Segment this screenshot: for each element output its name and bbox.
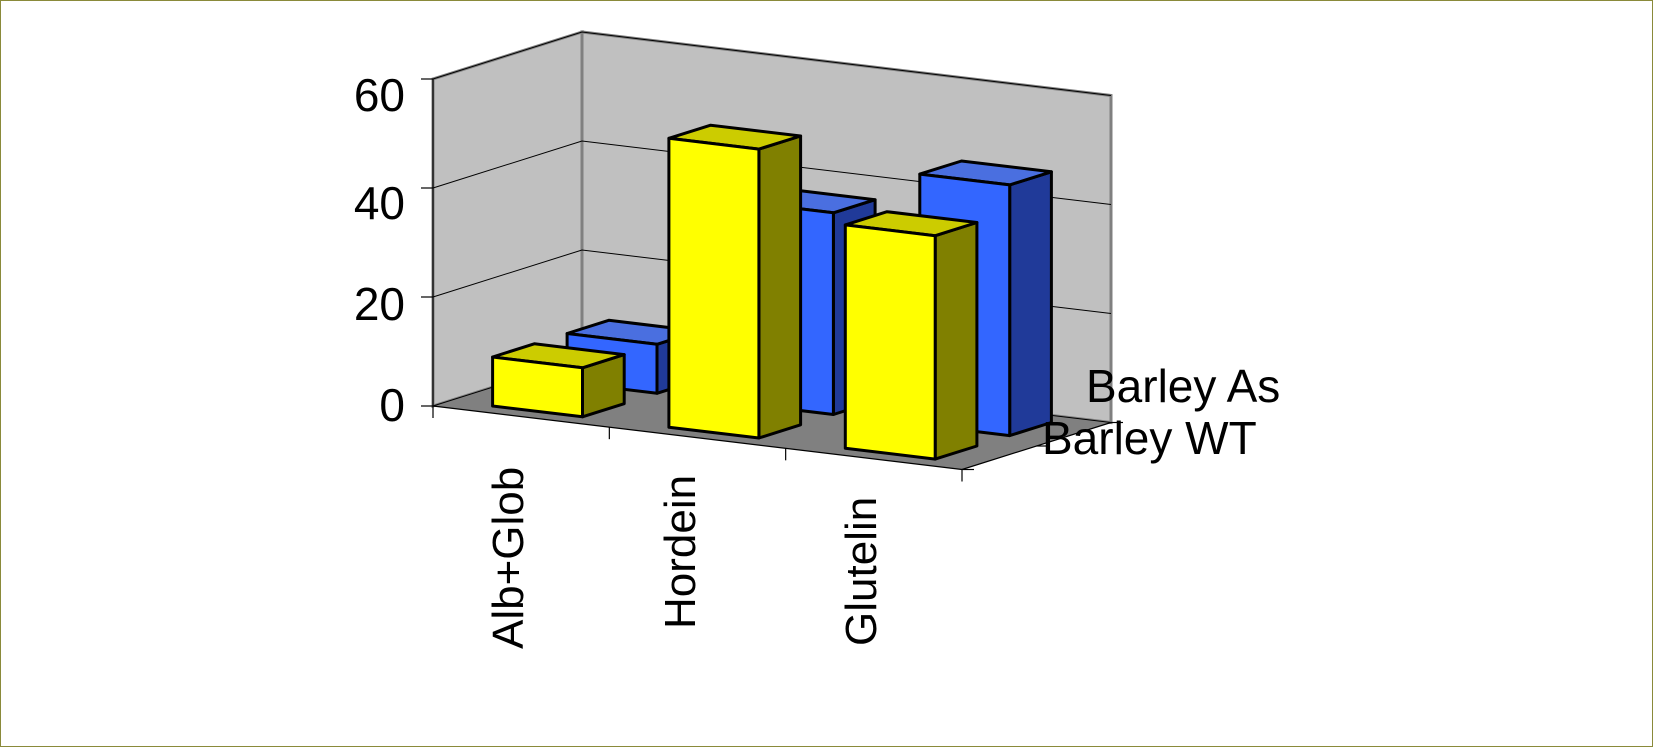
category-label-glutelin: Glutelin <box>837 497 886 646</box>
labels: 0 20 40 60 Alb+Glob Hordein Glutelin Bar… <box>354 69 1280 649</box>
bar-front <box>491 355 584 419</box>
bar-barley-wt-hordein <box>667 123 803 440</box>
y-tick-label-60: 60 <box>354 69 405 121</box>
category-label-alb-glob: Alb+Glob <box>484 467 533 649</box>
series-label-barley-as: Barley As <box>1086 360 1280 412</box>
gridline-60 <box>432 31 1112 96</box>
y-tick-label-40: 40 <box>354 177 405 229</box>
bar-barley-wt-alb-glob <box>491 342 626 419</box>
bar-side <box>1008 170 1053 438</box>
category-label-hordein: Hordein <box>656 475 705 629</box>
bar-front <box>667 136 761 440</box>
y-tick-label-0: 0 <box>379 379 405 431</box>
bar-barley-wt-glutelin <box>843 210 979 461</box>
axes <box>421 78 1123 482</box>
series-label-barley-wt: Barley WT <box>1042 412 1257 464</box>
bar-front <box>843 223 937 461</box>
bar-side <box>933 221 979 461</box>
y-tick-label-20: 20 <box>354 278 405 330</box>
bar-side <box>757 134 803 440</box>
x-axis-line <box>432 405 963 471</box>
bars <box>491 123 1053 461</box>
